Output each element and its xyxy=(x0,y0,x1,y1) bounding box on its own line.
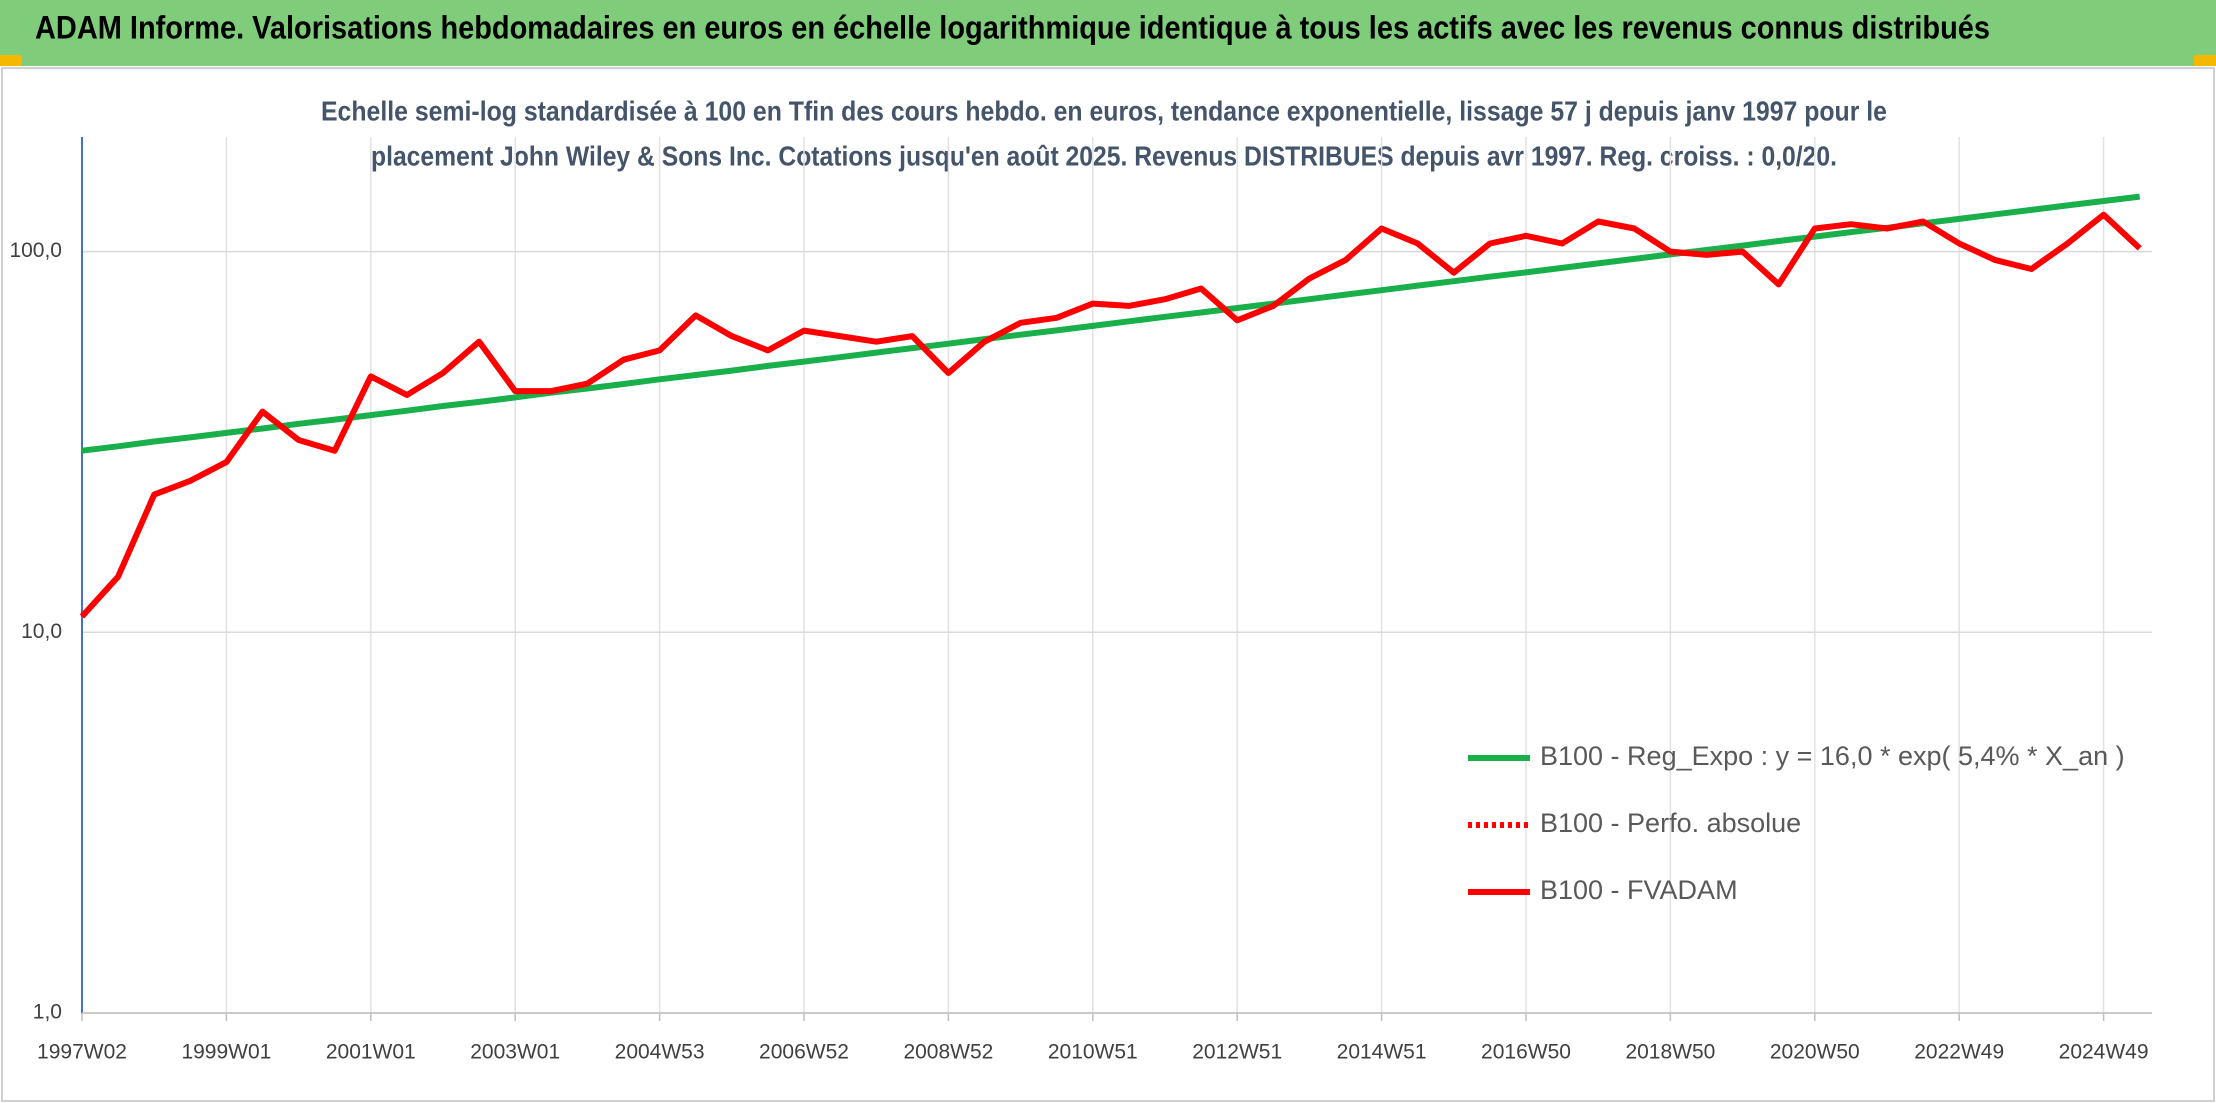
chart-frame xyxy=(1,67,2215,1102)
chart-title: ADAM Informe. Valorisations hebdomadaire… xyxy=(35,9,1990,45)
legend-label: B100 - FVADAM xyxy=(1540,875,1738,905)
y-tick-label: 10,0 xyxy=(21,620,62,643)
chart-subtitle: placement John Wiley & Sons Inc. Cotatio… xyxy=(371,140,1837,171)
x-tick-label: 2024W49 xyxy=(2059,1041,2149,1064)
corner-mark xyxy=(0,55,22,66)
legend-label: B100 - Reg_Expo : y = 16,0 * exp( 5,4% *… xyxy=(1540,741,2125,771)
x-tick-label: 2006W52 xyxy=(759,1041,849,1064)
x-tick-label: 1999W01 xyxy=(181,1041,271,1064)
x-tick-label: 2008W52 xyxy=(903,1041,993,1064)
x-tick-label: 2004W53 xyxy=(615,1041,705,1064)
chart-subtitle: Echelle semi-log standardisée à 100 en T… xyxy=(321,95,1887,126)
x-tick-label: 2016W50 xyxy=(1481,1041,1571,1064)
x-tick-label: 2001W01 xyxy=(326,1041,416,1064)
series-line xyxy=(79,211,2142,619)
x-tick-label: 2014W51 xyxy=(1337,1041,1427,1064)
corner-mark xyxy=(2194,55,2216,66)
x-tick-label: 2020W50 xyxy=(1770,1041,1860,1064)
y-tick-label: 1,0 xyxy=(33,1001,62,1024)
x-tick-label: 2022W49 xyxy=(1914,1041,2004,1064)
x-tick-label: 2018W50 xyxy=(1625,1041,1715,1064)
series-line xyxy=(81,193,2141,454)
y-tick-label: 100,0 xyxy=(9,239,62,262)
header-bar xyxy=(0,0,2216,66)
x-tick-label: 2010W51 xyxy=(1048,1041,1138,1064)
x-tick-label: 1997W02 xyxy=(37,1041,127,1064)
legend-label: B100 - Perfo. absolue xyxy=(1540,808,1801,838)
x-tick-label: 2003W01 xyxy=(470,1041,560,1064)
x-tick-label: 2012W51 xyxy=(1192,1041,1282,1064)
